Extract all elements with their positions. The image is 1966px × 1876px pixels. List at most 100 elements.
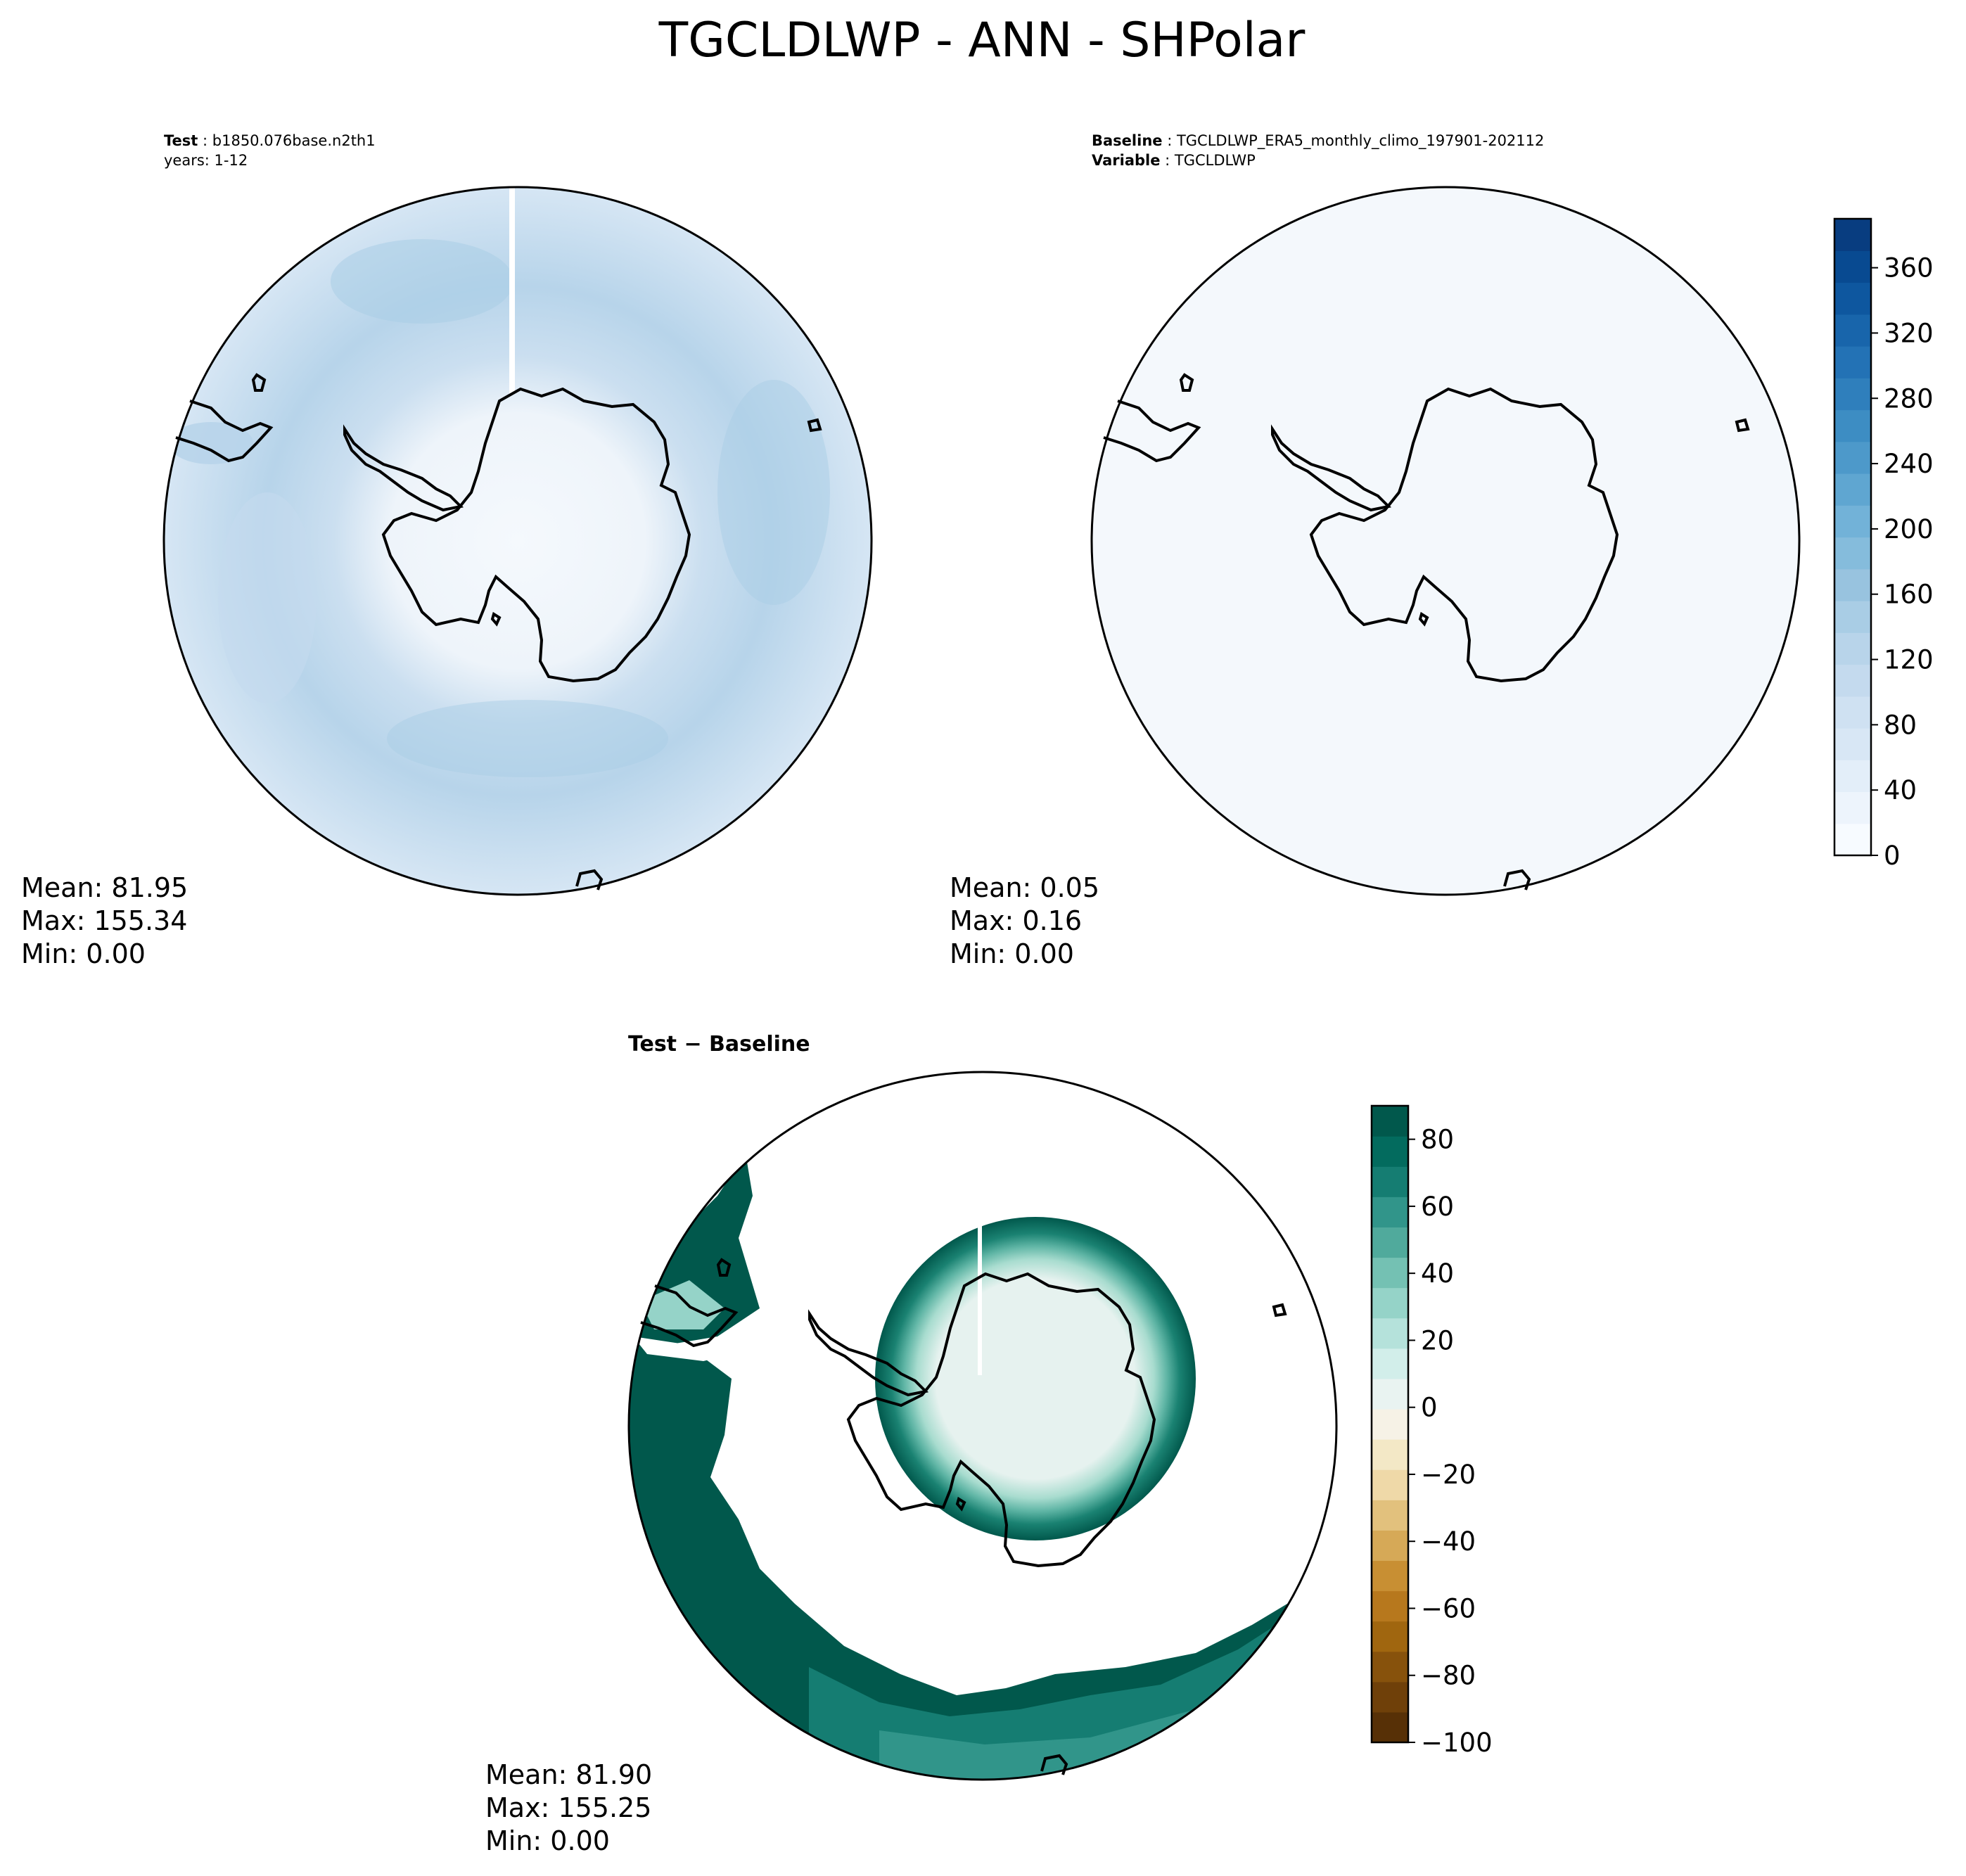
brbg-colorbar-band xyxy=(1372,1227,1408,1258)
brbg-colorbar-band xyxy=(1372,1106,1408,1137)
blues-colorbar-band xyxy=(1834,250,1871,283)
baseline-label-value: TGCLDLWP_ERA5_monthly_climo_197901-20211… xyxy=(1176,132,1544,150)
baseline-min-stat: Min: 0.00 xyxy=(950,938,1074,969)
blues-colorbar-tick-label: 120 xyxy=(1884,645,1934,675)
blues-colorbar-band xyxy=(1834,314,1871,347)
blues-colorbar-band xyxy=(1834,409,1871,442)
antarctica-coastline-icon xyxy=(1103,373,1750,891)
blues-colorbar-tick-label: 80 xyxy=(1884,710,1917,740)
blues-colorbar-tick-label: 200 xyxy=(1884,514,1934,544)
baseline-label: Baseline : TGCLDLWP_ERA5_monthly_climo_1… xyxy=(1092,132,1544,150)
diff-map-field xyxy=(629,1154,1336,1780)
brbg-colorbar-band xyxy=(1372,1378,1408,1410)
baseline-map-field xyxy=(1092,187,1799,895)
test-label-key: Test xyxy=(164,132,198,149)
brbg-colorbar: 80 60 40 20 0 −20 −40 −60 −80 −100 xyxy=(1370,1104,1493,1758)
blues-colorbar-band xyxy=(1834,346,1871,378)
blues-colorbar-tick-label: 360 xyxy=(1884,253,1934,283)
brbg-colorbar-tick-label: −40 xyxy=(1421,1526,1476,1557)
brbg-colorbar-tick-label: −80 xyxy=(1421,1661,1476,1691)
baseline-max-stat: Max: 0.16 xyxy=(950,905,1082,936)
blues-colorbar-band xyxy=(1834,632,1871,665)
blues-colorbar: 0 40 80 120 160 200 240 280 320 360 xyxy=(1833,217,1934,871)
test-map-boundary xyxy=(162,186,873,896)
blues-colorbar-band xyxy=(1834,282,1871,315)
blues-colorbar-tick-label: 320 xyxy=(1884,318,1934,348)
test-max-stat: Max: 155.34 xyxy=(21,905,187,936)
brbg-colorbar-band xyxy=(1372,1166,1408,1197)
brbg-colorbar-tick-label: 0 xyxy=(1421,1393,1438,1423)
test-years-label: years: 1-12 xyxy=(164,152,248,169)
brbg-colorbar-tick-label: −20 xyxy=(1421,1460,1476,1490)
brbg-colorbar-frame xyxy=(1370,1104,1410,1744)
brbg-colorbar-band xyxy=(1372,1711,1408,1743)
brbg-colorbar-band xyxy=(1372,1136,1408,1167)
baseline-panel: Baseline : TGCLDLWP_ERA5_monthly_climo_1… xyxy=(950,132,1801,969)
blues-colorbar-band xyxy=(1834,823,1871,856)
brbg-colorbar-tick-label: 60 xyxy=(1421,1192,1454,1222)
blues-colorbar-tick-label: 0 xyxy=(1884,841,1901,871)
blues-colorbar-band xyxy=(1834,378,1871,411)
test-label-sep: : xyxy=(198,132,212,149)
antarctica-coastline-icon xyxy=(640,1258,1287,1775)
test-map-texture xyxy=(169,187,830,777)
brbg-colorbar-ticks: 80 60 40 20 0 −20 −40 −60 −80 −100 xyxy=(1408,1125,1493,1758)
baseline-map xyxy=(1090,186,1801,896)
test-panel: Test : b1850.076base.n2th1 years: 1-12 xyxy=(21,132,873,969)
blues-colorbar-band xyxy=(1834,441,1871,474)
blues-colorbar-tick-label: 240 xyxy=(1884,449,1934,479)
blues-colorbar-band xyxy=(1834,728,1871,760)
brbg-colorbar-band xyxy=(1372,1287,1408,1319)
blues-colorbar-band xyxy=(1834,791,1871,824)
diff-panel: Test − Baseline xyxy=(485,1032,1338,1856)
blues-colorbar-tick-label: 280 xyxy=(1884,383,1934,414)
brbg-colorbar-band xyxy=(1372,1197,1408,1227)
brbg-colorbar-band xyxy=(1372,1348,1408,1379)
baseline-variable-label: Variable : TGCLDLWP xyxy=(1092,152,1256,169)
diff-title: Test − Baseline xyxy=(628,1032,810,1057)
blues-colorbar-tick-label: 40 xyxy=(1884,775,1917,805)
diff-max-stat: Max: 155.25 xyxy=(485,1792,651,1823)
diff-min-stat: Min: 0.00 xyxy=(485,1825,610,1856)
blues-colorbar-band xyxy=(1834,568,1871,601)
diff-map xyxy=(627,1071,1338,1781)
brbg-colorbar-band xyxy=(1372,1590,1408,1622)
brbg-colorbar-tick-label: 40 xyxy=(1421,1258,1454,1289)
brbg-colorbar-band xyxy=(1372,1439,1408,1470)
antarctica-coastline-icon xyxy=(175,373,822,891)
blues-colorbar-band xyxy=(1834,473,1871,506)
brbg-colorbar-tick-label: −60 xyxy=(1421,1593,1476,1623)
brbg-colorbar-band xyxy=(1372,1408,1408,1440)
diff-mean-stat: Mean: 81.90 xyxy=(485,1759,652,1790)
brbg-colorbar-tick-label: 80 xyxy=(1421,1125,1454,1155)
blues-colorbar-band xyxy=(1834,760,1871,793)
brbg-colorbar-band xyxy=(1372,1621,1408,1652)
blues-colorbar-band xyxy=(1834,696,1871,729)
brbg-colorbar-band xyxy=(1372,1257,1408,1289)
blues-colorbar-bands xyxy=(1834,219,1871,856)
brbg-colorbar-bands xyxy=(1372,1106,1408,1743)
blues-colorbar-band xyxy=(1834,219,1871,251)
baseline-variable-sep: : xyxy=(1160,152,1174,169)
blues-colorbar-frame xyxy=(1833,217,1872,857)
brbg-colorbar-band xyxy=(1372,1651,1408,1683)
baseline-label-key: Baseline xyxy=(1092,132,1163,149)
brbg-colorbar-band xyxy=(1372,1681,1408,1713)
brbg-colorbar-band xyxy=(1372,1469,1408,1500)
test-map-field xyxy=(164,187,872,895)
brbg-colorbar-band xyxy=(1372,1500,1408,1531)
test-mean-stat: Mean: 81.95 xyxy=(21,872,188,903)
brbg-colorbar-band xyxy=(1372,1530,1408,1562)
test-label-value: b1850.076base.n2th1 xyxy=(212,132,376,149)
baseline-mean-stat: Mean: 0.05 xyxy=(950,872,1099,903)
baseline-label-sep: : xyxy=(1163,132,1177,149)
test-map xyxy=(162,186,873,896)
baseline-map-boundary xyxy=(1090,186,1801,896)
baseline-variable-value: TGCLDLWP xyxy=(1174,152,1256,169)
baseline-variable-key: Variable xyxy=(1092,152,1160,169)
blues-colorbar-band xyxy=(1834,505,1871,538)
blues-colorbar-band xyxy=(1834,664,1871,697)
blues-colorbar-band xyxy=(1834,537,1871,570)
diff-antarctic-ring xyxy=(875,1217,1196,1540)
